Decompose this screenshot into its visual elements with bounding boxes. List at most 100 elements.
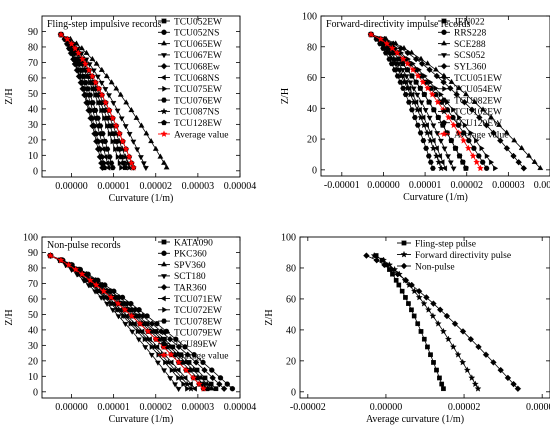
data-point xyxy=(421,336,427,342)
series-fling-step-pulse xyxy=(373,253,446,392)
y-tick-label: 40 xyxy=(307,104,317,115)
data-point xyxy=(161,159,167,165)
data-point xyxy=(409,73,415,79)
data-point xyxy=(201,366,208,374)
legend-marker xyxy=(400,250,408,258)
data-point xyxy=(94,74,101,80)
data-point xyxy=(515,158,522,166)
data-point xyxy=(154,360,161,366)
data-point xyxy=(440,78,447,86)
data-point xyxy=(418,60,426,67)
data-point xyxy=(459,159,466,165)
data-point xyxy=(426,99,432,105)
x-tick-label: 0.00002 xyxy=(450,180,483,191)
data-point xyxy=(175,367,181,374)
data-point xyxy=(90,100,96,106)
data-point xyxy=(104,146,111,152)
data-point xyxy=(421,91,428,97)
data-point xyxy=(407,80,414,86)
data-point xyxy=(445,154,451,160)
data-point xyxy=(384,49,392,56)
y-axis-label: Z/H xyxy=(264,309,275,325)
data-point xyxy=(406,90,414,98)
data-point xyxy=(140,161,147,167)
data-point xyxy=(537,164,544,171)
data-point xyxy=(224,381,230,387)
legend-marker xyxy=(161,40,167,46)
plot-area xyxy=(57,31,170,172)
data-point xyxy=(151,343,158,350)
legend-marker xyxy=(441,18,447,24)
data-point xyxy=(390,60,398,67)
data-point xyxy=(175,358,183,366)
data-point xyxy=(413,106,421,113)
data-point xyxy=(182,374,188,381)
data-point xyxy=(75,49,82,57)
data-point xyxy=(417,113,425,121)
data-point xyxy=(503,129,510,135)
x-tick-label: 0.00004 xyxy=(224,181,257,192)
data-point xyxy=(511,137,518,143)
data-point xyxy=(411,313,417,319)
legend-label: SCT180 xyxy=(174,272,206,282)
data-point xyxy=(63,35,71,43)
data-point xyxy=(425,153,432,159)
data-point xyxy=(108,160,115,166)
chart-title: Fling-step impulsive records xyxy=(47,19,162,30)
legend-label: SPV360 xyxy=(174,261,206,271)
data-point xyxy=(422,73,428,79)
x-tick-label: 0.00003 xyxy=(182,181,215,192)
data-point xyxy=(406,301,411,306)
data-point xyxy=(122,145,130,153)
legend-marker xyxy=(441,29,447,35)
data-point xyxy=(71,56,77,62)
data-point xyxy=(167,376,174,382)
data-point xyxy=(525,152,532,158)
data-point xyxy=(441,146,448,152)
series-tcu079ew xyxy=(46,252,195,392)
data-point xyxy=(403,74,410,80)
data-point xyxy=(135,337,142,343)
data-point xyxy=(184,351,191,358)
data-point xyxy=(424,84,432,92)
data-point xyxy=(388,266,395,273)
data-point xyxy=(497,366,504,374)
y-tick-label: 100 xyxy=(23,233,38,244)
data-point xyxy=(175,343,183,351)
data-point xyxy=(380,256,387,264)
data-point xyxy=(428,352,433,358)
legend-label: TCU076EW xyxy=(174,96,222,106)
data-point xyxy=(476,114,483,121)
legend: JEN022RRS228SCE288SCS052SYL360TCU051EWTC… xyxy=(438,17,508,140)
y-tick-label: 0 xyxy=(291,387,296,398)
series-line xyxy=(60,34,147,168)
data-point xyxy=(433,145,439,152)
data-point xyxy=(46,252,54,259)
data-point xyxy=(99,153,105,160)
data-point xyxy=(410,60,416,67)
data-point xyxy=(423,145,429,151)
x-tick-label: 0.00004 xyxy=(526,402,550,413)
y-tick-label: 100 xyxy=(281,233,296,244)
data-point xyxy=(122,322,129,328)
legend-label: TCU087NS xyxy=(174,108,219,118)
data-point xyxy=(390,271,395,277)
data-point xyxy=(473,158,481,166)
data-point xyxy=(437,375,442,381)
series-sct180 xyxy=(47,253,182,393)
data-point xyxy=(410,86,417,92)
chart-panel-2: 0 20 40 60 80 100 -0.00001 0.00000 0.00001 0.0000… xyxy=(280,12,550,203)
data-point xyxy=(103,72,110,79)
data-point xyxy=(476,164,484,172)
data-point xyxy=(467,335,475,343)
legend-marker xyxy=(160,351,168,358)
data-point xyxy=(84,99,91,106)
y-tick-label: 0 xyxy=(312,165,317,176)
data-point xyxy=(99,281,106,289)
legend-marker xyxy=(440,107,448,115)
data-point xyxy=(139,312,146,320)
legend-label: TCU068NS xyxy=(174,74,219,84)
x-axis-label: Curvature (1/m) xyxy=(109,193,174,204)
data-point xyxy=(431,360,436,365)
data-point xyxy=(121,306,129,313)
